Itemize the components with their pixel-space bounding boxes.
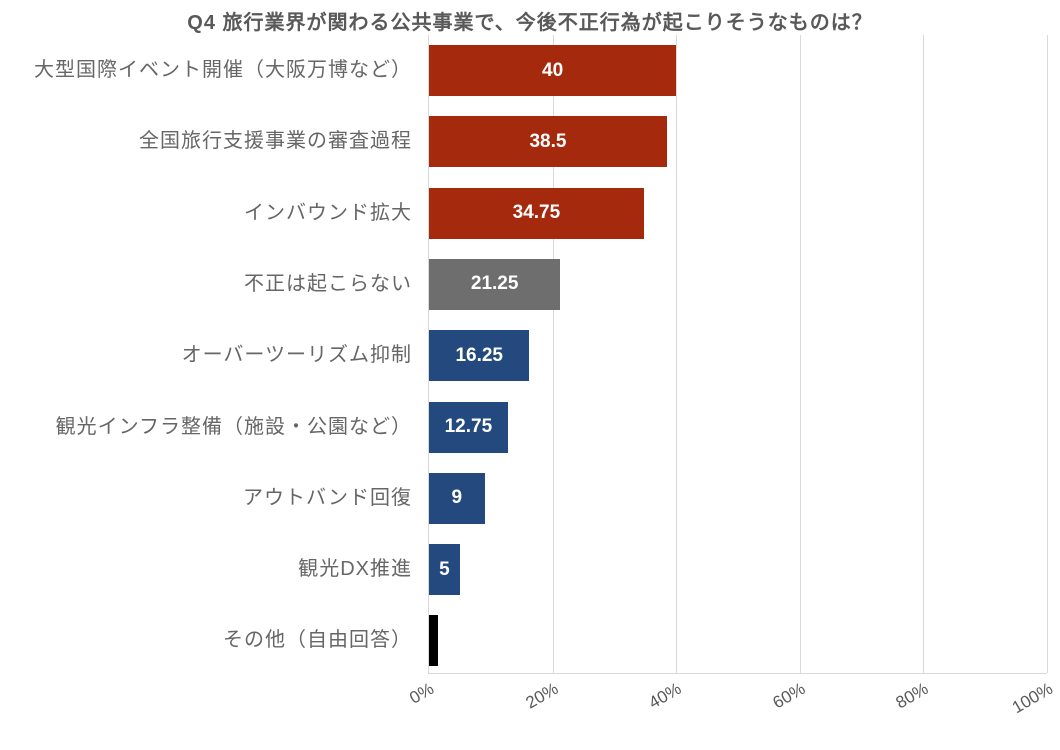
bar-value-label: 21.25 [470,273,519,295]
gridline-40 [676,35,678,673]
x-axis-tick-label: 20% [522,679,562,713]
bar-value-label: 34.75 [512,202,561,224]
bar: 5 [429,544,460,596]
x-axis-tick-label: 80% [892,679,932,713]
bar-value-label: 12.75 [444,416,493,437]
chart-title: Q4 旅行業界が関わる公共事業で、今後不正行為が起こりそうなものは？ [187,12,873,34]
category-label: 観光インフラ整備（施設・公園など） [55,415,412,438]
x-axis-tick-label: 100% [1008,679,1056,718]
bar-value-label: 5 [439,558,450,580]
x-axis-tick-label: 40% [645,679,685,713]
bar: 21.25 [429,258,561,310]
category-labels: 大型国際イベント開催（大阪万博など） 全国旅行支援事業の審査過程インバウンド拡大不… [0,35,420,673]
category-label: アウトバンド回復 [243,486,412,509]
bar-value-label: 9 [451,487,463,509]
gridline-60 [799,35,801,673]
bar [429,615,439,667]
category-label: 大型国際イベント開催（大阪万博など） [34,59,412,81]
plot-area: 40 38.5 34.75 21.25 16.25 12.75 9 5 [428,35,1048,674]
category-label: 不正は起こらない [244,272,412,295]
gridline-20 [552,35,554,673]
x-axis-tick-label: 0% [406,679,438,708]
category-label: その他（自由回答） [223,629,412,652]
category-label: 観光DX推進 [298,558,412,581]
category-label: インバウンド拡大 [244,201,412,224]
bar: 38.5 [429,116,667,168]
bar-value-label: 38.5 [529,130,567,152]
category-label: 全国旅行支援事業の審査過程 [139,130,412,153]
bar: 9 [429,472,485,524]
bar: 34.75 [429,187,644,239]
gridline-80 [923,35,925,673]
bar-value-label: 16.25 [455,344,503,366]
x-axis-tick-label: 60% [769,679,809,713]
bar-value-label: 40 [542,59,564,81]
bar: 40 [429,45,677,96]
category-label: オーバーツーリズム抑制 [181,344,412,367]
bar: 16.25 [429,330,530,382]
bar: 12.75 [429,401,508,453]
gridline-100 [1047,35,1048,673]
